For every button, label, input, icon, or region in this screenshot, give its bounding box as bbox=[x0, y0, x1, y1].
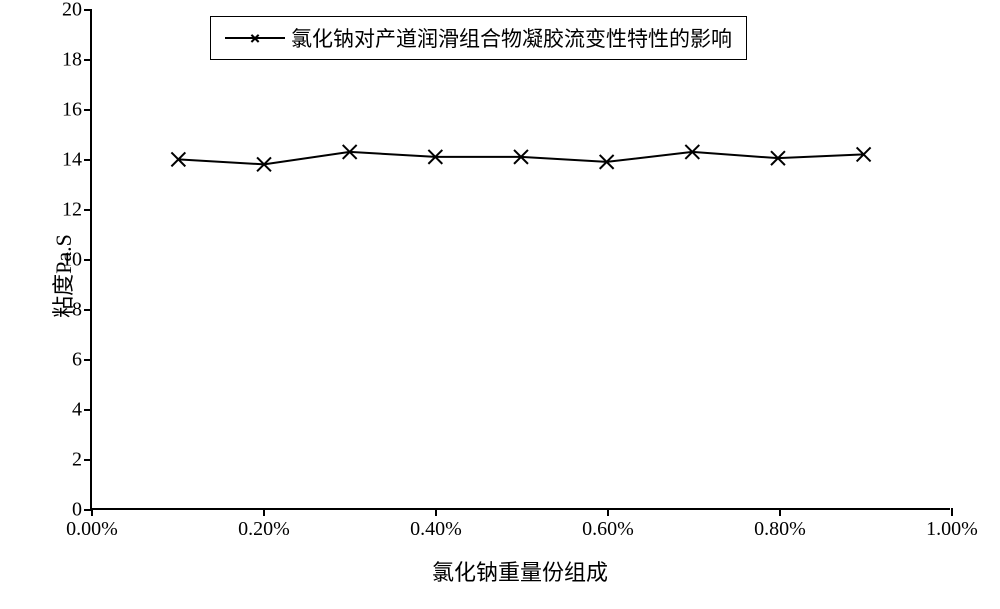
legend: × 氯化钠对产道润滑组合物凝胶流变性特性的影响 bbox=[210, 16, 747, 60]
x-tick-mark bbox=[435, 508, 437, 516]
x-tick-mark bbox=[779, 508, 781, 516]
x-axis-title: 氯化钠重量份组成 bbox=[432, 555, 608, 587]
y-tick-mark bbox=[84, 309, 92, 311]
series-line bbox=[92, 10, 950, 508]
y-tick-mark bbox=[84, 409, 92, 411]
y-tick-mark bbox=[84, 259, 92, 261]
y-tick-mark bbox=[84, 9, 92, 11]
x-tick-mark bbox=[607, 508, 609, 516]
x-tick-mark bbox=[91, 508, 93, 516]
y-tick-mark bbox=[84, 209, 92, 211]
x-tick-mark bbox=[263, 508, 265, 516]
y-tick-mark bbox=[84, 59, 92, 61]
chart-container: 024681012141618200.00%0.20%0.40%0.60%0.8… bbox=[0, 0, 1000, 609]
legend-marker: × bbox=[225, 28, 285, 48]
y-tick-mark bbox=[84, 359, 92, 361]
x-tick-mark bbox=[951, 508, 953, 516]
legend-text: 氯化钠对产道润滑组合物凝胶流变性特性的影响 bbox=[291, 23, 732, 53]
y-tick-mark bbox=[84, 109, 92, 111]
y-tick-mark bbox=[84, 159, 92, 161]
y-tick-mark bbox=[84, 459, 92, 461]
y-axis-title: 粘度Pa.S bbox=[46, 234, 78, 318]
plot-area: 024681012141618200.00%0.20%0.40%0.60%0.8… bbox=[90, 10, 950, 510]
